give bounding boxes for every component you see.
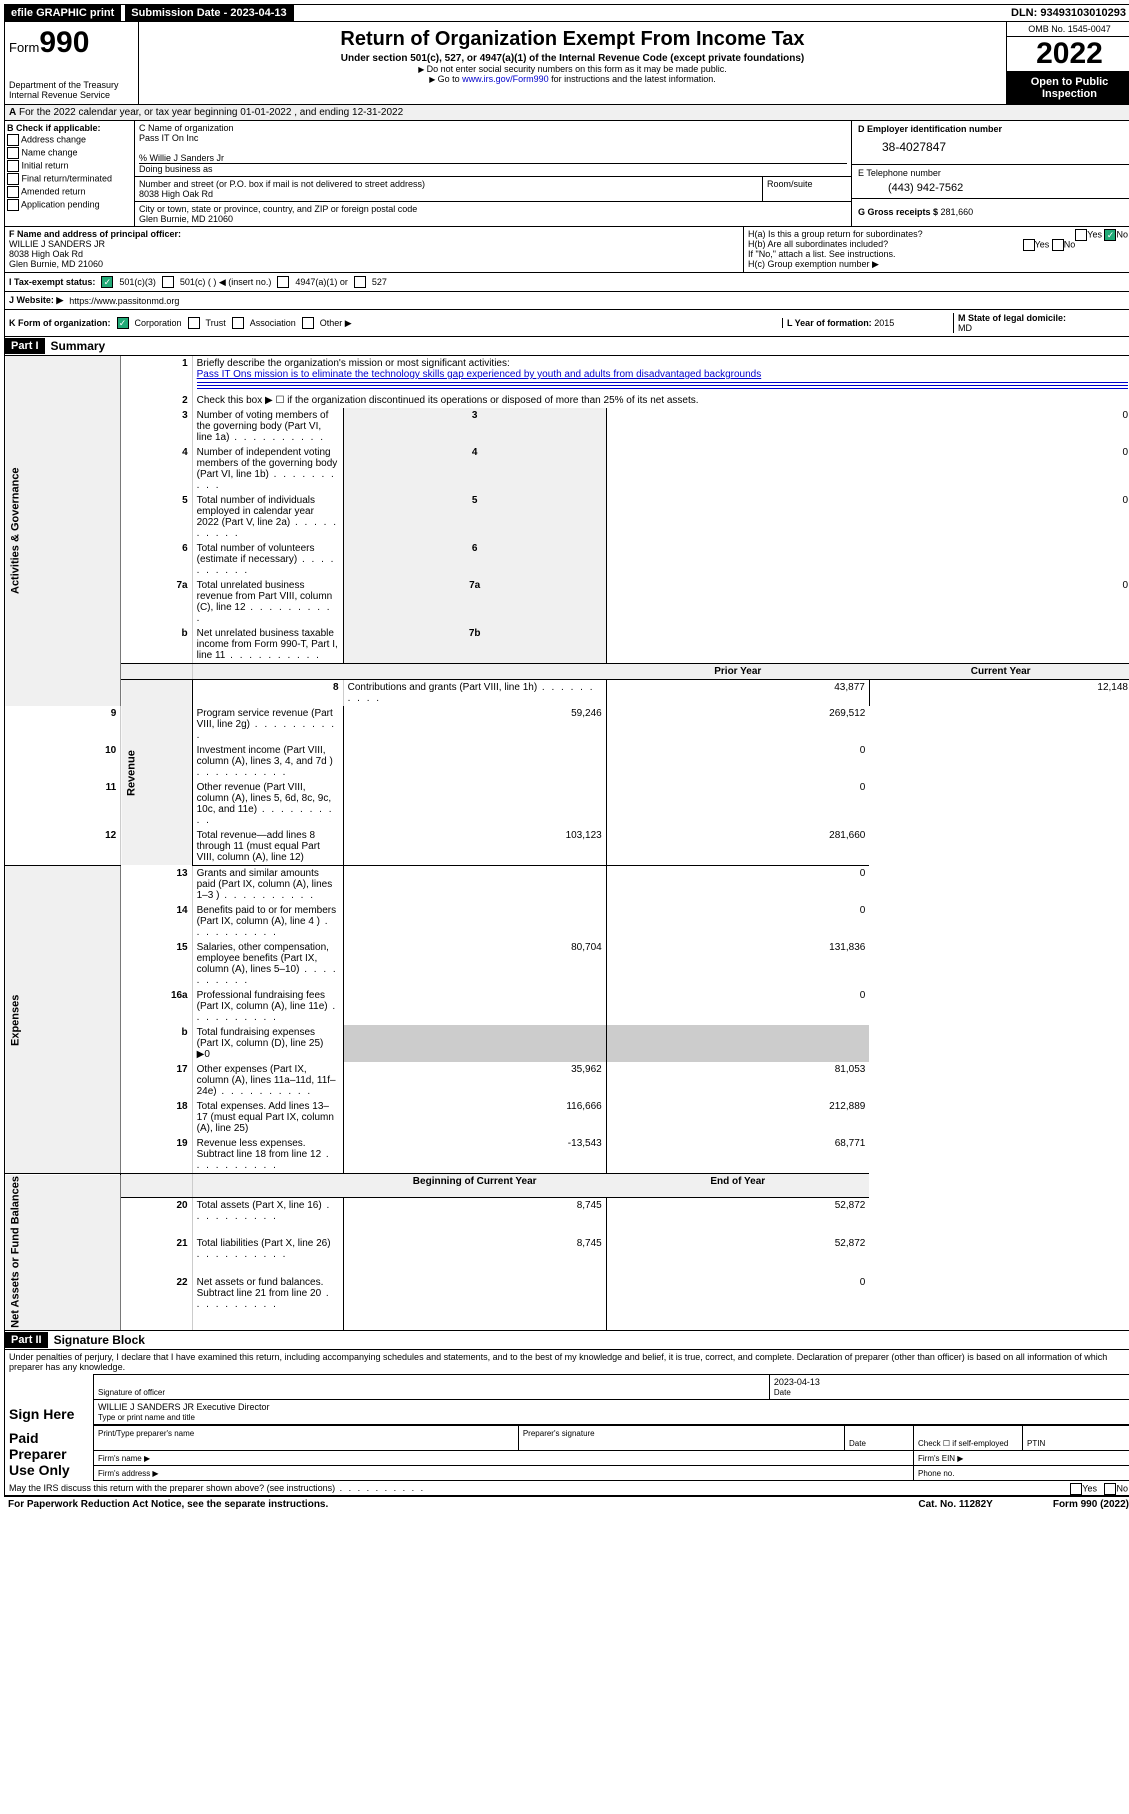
irs-link[interactable]: www.irs.gov/Form990 [462,74,549,84]
city-box: City or town, state or province, country… [135,202,851,226]
hc-group-exemption: H(c) Group exemption number ▶ [748,259,1128,270]
signature-block: Under penalties of perjury, I declare th… [4,1350,1129,1496]
mission-text: Pass IT Ons mission is to eliminate the … [197,369,762,380]
summary-table: Activities & Governance 1 Briefly descri… [4,356,1129,1331]
row-website: J Website: ▶ https://www.passitonmd.org [4,292,1129,310]
form-label: Form 990 (2022) [1053,1499,1129,1510]
line2-checkbox: Check this box ▶ ☐ if the organization d… [192,393,1129,408]
block-bcd: B Check if applicable: Address change Na… [4,121,1129,227]
telephone-value: (443) 942-7562 [858,178,1126,194]
side-activities: Activities & Governance [5,356,121,706]
ein-label: D Employer identification number [852,121,1129,137]
col-c-org: C Name of organization Pass IT On Inc % … [135,121,851,226]
top-bar: efile GRAPHIC print Submission Date - 20… [4,4,1129,22]
room-suite: Room/suite [763,177,851,202]
hdr-eoy: End of Year [606,1174,869,1198]
efile-label: efile GRAPHIC print [5,5,121,21]
org-name-box: C Name of organization Pass IT On Inc % … [135,121,851,177]
dept-treasury: Department of the Treasury [9,80,134,90]
form-title: Return of Organization Exempt From Incom… [143,28,1002,51]
dba-label: Doing business as [139,163,847,174]
city-value: Glen Burnie, MD 21060 [139,214,233,224]
submission-date: Submission Date - 2023-04-13 [125,5,293,21]
street-value: 8038 High Oak Rd [139,189,213,199]
discuss-question: May the IRS discuss this return with the… [5,1481,1129,1495]
telephone-box: E Telephone number (443) 942-7562 [852,165,1129,199]
group-return: H(a) Is this a group return for subordin… [744,227,1129,272]
chk-other[interactable] [302,317,314,329]
col-b-header: B Check if applicable: [7,123,132,133]
gross-receipts: G Gross receipts $ 281,660 [852,199,1129,220]
penalties-text: Under penalties of perjury, I declare th… [5,1350,1129,1374]
chk-amended[interactable]: Amended return [7,186,132,198]
cat-no: Cat. No. 11282Y [918,1499,992,1510]
chk-527[interactable] [354,276,366,288]
chk-trust[interactable] [188,317,200,329]
principal-officer: F Name and address of principal officer:… [5,227,744,272]
state-domicile: M State of legal domicile:MD [953,313,1128,333]
chk-final-return[interactable]: Final return/terminated [7,173,132,185]
open-inspection: Open to Public Inspection [1007,72,1129,104]
dln: DLN: 93493103010293 [1005,5,1129,21]
hdr-current: Current Year [869,664,1129,680]
chk-name-change[interactable]: Name change [7,147,132,159]
side-expenses: Expenses [5,866,121,1174]
chk-corporation[interactable] [117,317,129,329]
col-d-right: D Employer identification number 38-4027… [851,121,1129,226]
part1-header: Part I Summary [4,337,1129,356]
paperwork-notice: For Paperwork Reduction Act Notice, see … [8,1499,328,1510]
org-name: Pass IT On Inc [139,133,198,143]
footer: For Paperwork Reduction Act Notice, see … [4,1496,1129,1512]
subtitle-1: Under section 501(c), 527, or 4947(a)(1)… [143,53,1002,64]
paid-preparer-table: Paid Preparer Use Only Print/Type prepar… [5,1425,1129,1481]
website-url: https://www.passitonmd.org [69,296,179,306]
chk-initial-return[interactable]: Initial return [7,160,132,172]
omb-number: OMB No. 1545-0047 [1007,22,1129,37]
subtitle-3: Go to www.irs.gov/Form990 for instructio… [143,74,1002,84]
chk-4947[interactable] [277,276,289,288]
ein-value: 38-4027847 [852,137,1129,165]
part2-header: Part II Signature Block [4,1331,1129,1350]
chk-address-change[interactable]: Address change [7,134,132,146]
side-netassets: Net Assets or Fund Balances [5,1174,121,1331]
hdr-boc: Beginning of Current Year [343,1174,606,1198]
header-mid: Return of Organization Exempt From Incom… [139,22,1006,104]
block-fh: F Name and address of principal officer:… [4,227,1129,273]
subtitle-2: Do not enter social security numbers on … [143,64,1002,74]
sign-here-label: Sign Here [5,1374,94,1424]
irs-label: Internal Revenue Service [9,90,134,100]
col-b-checkboxes: B Check if applicable: Address change Na… [5,121,135,226]
sign-here-table: Sign Here Signature of officer 2023-04-1… [5,1374,1129,1425]
year-formation: L Year of formation: 2015 [782,318,947,328]
street-box: Number and street (or P.O. box if mail i… [135,177,763,202]
self-employed-check[interactable]: Check ☐ if self-employed [914,1425,1023,1450]
row-tax-status: I Tax-exempt status: 501(c)(3) 501(c) ( … [4,273,1129,292]
form-header: Form990 Department of the Treasury Inter… [4,22,1129,105]
form-number: Form990 [9,26,134,60]
header-left: Form990 Department of the Treasury Inter… [5,22,139,104]
paid-preparer-label: Paid Preparer Use Only [5,1425,94,1480]
chk-501c3[interactable] [101,276,113,288]
tax-year: 2022 [1007,37,1129,72]
header-right: OMB No. 1545-0047 2022 Open to Public In… [1006,22,1129,104]
row-a-taxyear: A For the 2022 calendar year, or tax yea… [4,105,1129,121]
care-of: % Willie J Sanders Jr [139,153,224,163]
chk-association[interactable] [232,317,244,329]
row-k-form-org: K Form of organization: Corporation Trus… [4,310,1129,337]
hdr-prior: Prior Year [606,664,869,680]
chk-501c[interactable] [162,276,174,288]
side-revenue: Revenue [121,680,192,866]
chk-application-pending[interactable]: Application pending [7,199,132,211]
